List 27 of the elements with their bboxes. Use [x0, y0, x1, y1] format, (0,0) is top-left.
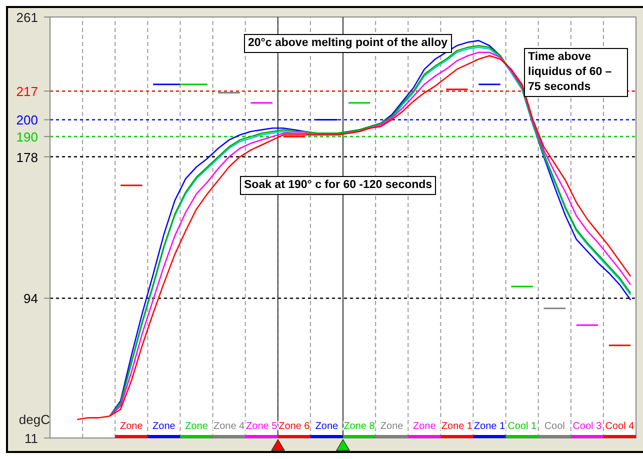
x-tick-label: Zone 1	[474, 421, 506, 432]
y-tick-label: 200	[16, 112, 38, 128]
y-tick-label: 217	[16, 84, 38, 100]
y-tick-label: 11	[24, 431, 38, 446]
x-tick-label: Zone	[120, 421, 144, 432]
x-tick-label: Zone	[380, 421, 404, 432]
y-tick-label: 261	[16, 10, 38, 25]
x-tick-label: Cool 3	[572, 421, 602, 432]
x-tick-label: Zone	[412, 421, 436, 432]
x-tick-label: Zone	[315, 421, 339, 432]
x-tick-label: Zone 1	[441, 421, 473, 432]
x-tick-label: Cool 1	[508, 421, 537, 432]
annotation: Soak at 190° c for 60 -120 seconds	[240, 176, 436, 195]
x-tick-label: Zone 8	[344, 421, 376, 432]
x-tick-label: Zone	[152, 421, 176, 432]
annotation: 20°c above melting point of the alloy	[244, 34, 452, 53]
y-tick-label: 94	[24, 291, 38, 306]
annotation: Time above liquidus of 60 – 75 seconds	[524, 48, 628, 97]
y-tick-label: 178	[16, 150, 38, 165]
x-tick-label: Zone	[185, 421, 208, 432]
y-axis-title: degC	[18, 412, 50, 427]
x-tick-label: Cool	[544, 421, 565, 432]
y-tick-label: 190	[16, 130, 38, 145]
x-tick-label: Cool 4	[605, 421, 635, 432]
x-tick-label: Zone 5	[246, 421, 278, 432]
x-tick-label: Zone 6	[278, 421, 310, 432]
x-tick-label: Zone 4	[213, 421, 246, 432]
